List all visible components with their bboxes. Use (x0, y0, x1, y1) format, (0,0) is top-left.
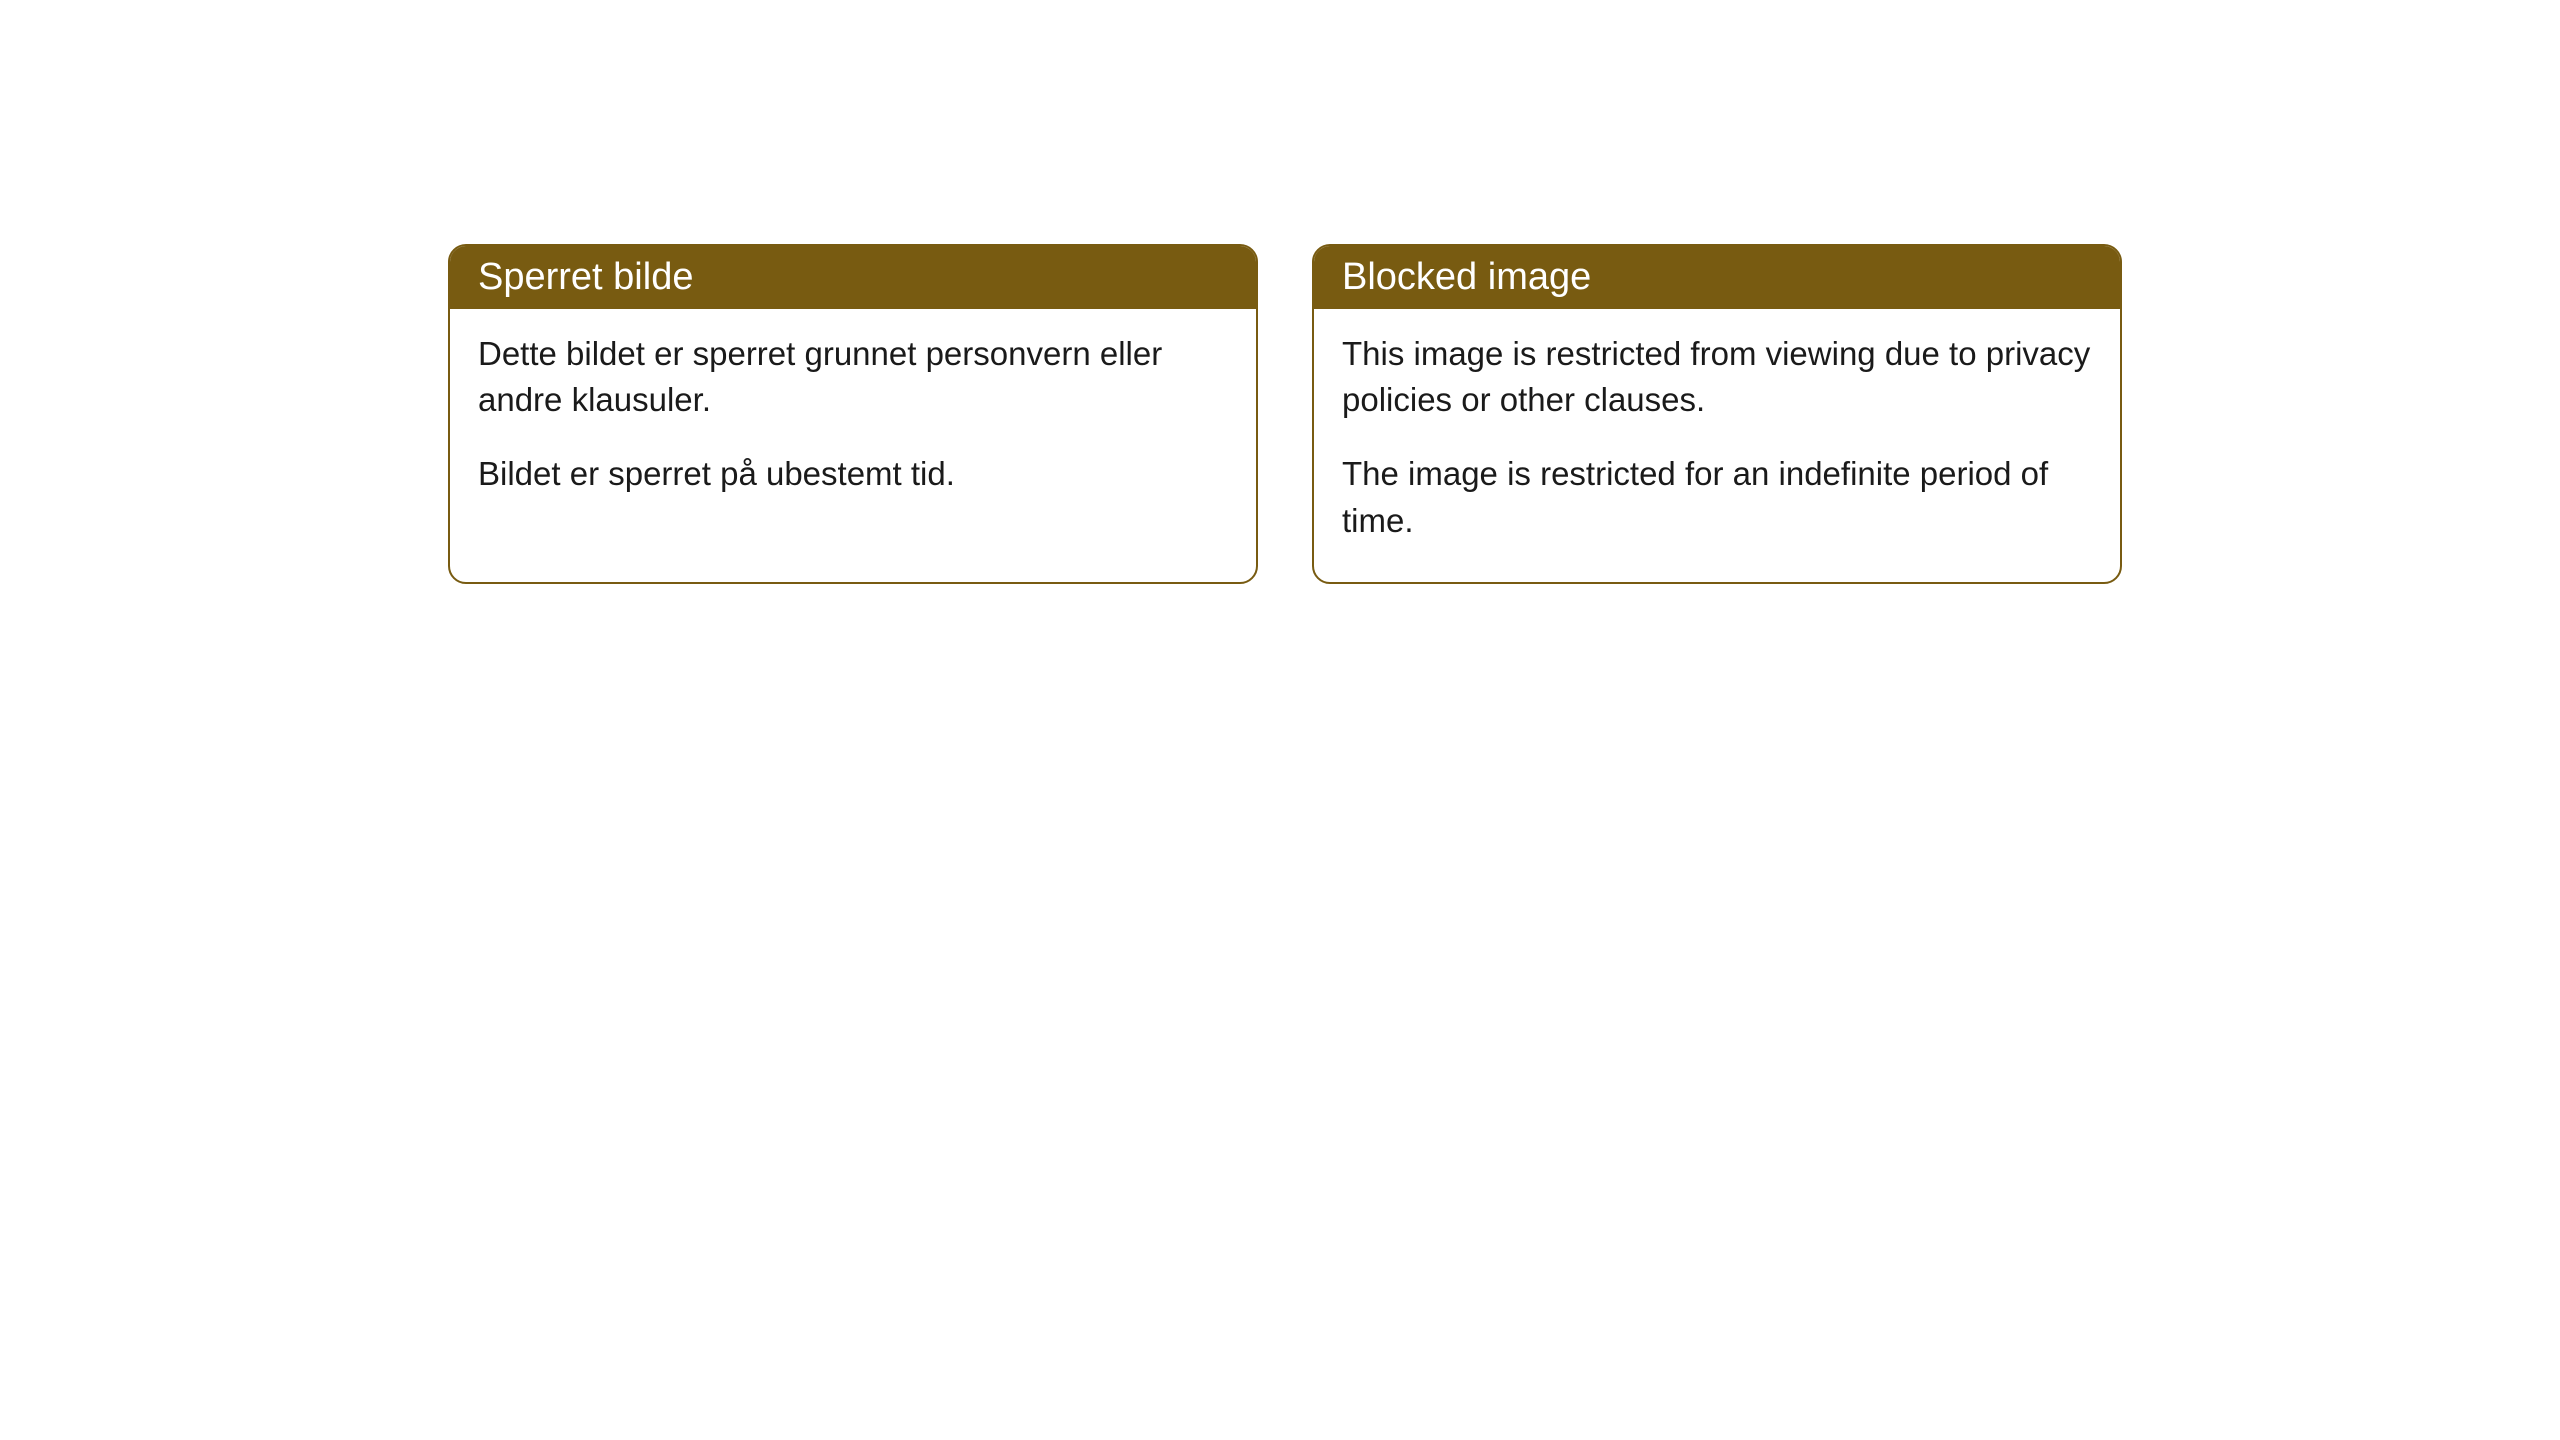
card-header: Blocked image (1314, 246, 2120, 309)
card-paragraph-1: This image is restricted from viewing du… (1342, 331, 2092, 423)
card-paragraph-1: Dette bildet er sperret grunnet personve… (478, 331, 1228, 423)
card-paragraph-2: Bildet er sperret på ubestemt tid. (478, 451, 1228, 497)
card-paragraph-2: The image is restricted for an indefinit… (1342, 451, 2092, 543)
card-title: Sperret bilde (478, 256, 693, 298)
card-title: Blocked image (1342, 256, 1591, 298)
card-body: Dette bildet er sperret grunnet personve… (450, 309, 1256, 536)
card-header: Sperret bilde (450, 246, 1256, 309)
card-body: This image is restricted from viewing du… (1314, 309, 2120, 582)
notice-cards-container: Sperret bilde Dette bildet er sperret gr… (0, 0, 2560, 584)
blocked-image-card-norwegian: Sperret bilde Dette bildet er sperret gr… (448, 244, 1258, 584)
blocked-image-card-english: Blocked image This image is restricted f… (1312, 244, 2122, 584)
